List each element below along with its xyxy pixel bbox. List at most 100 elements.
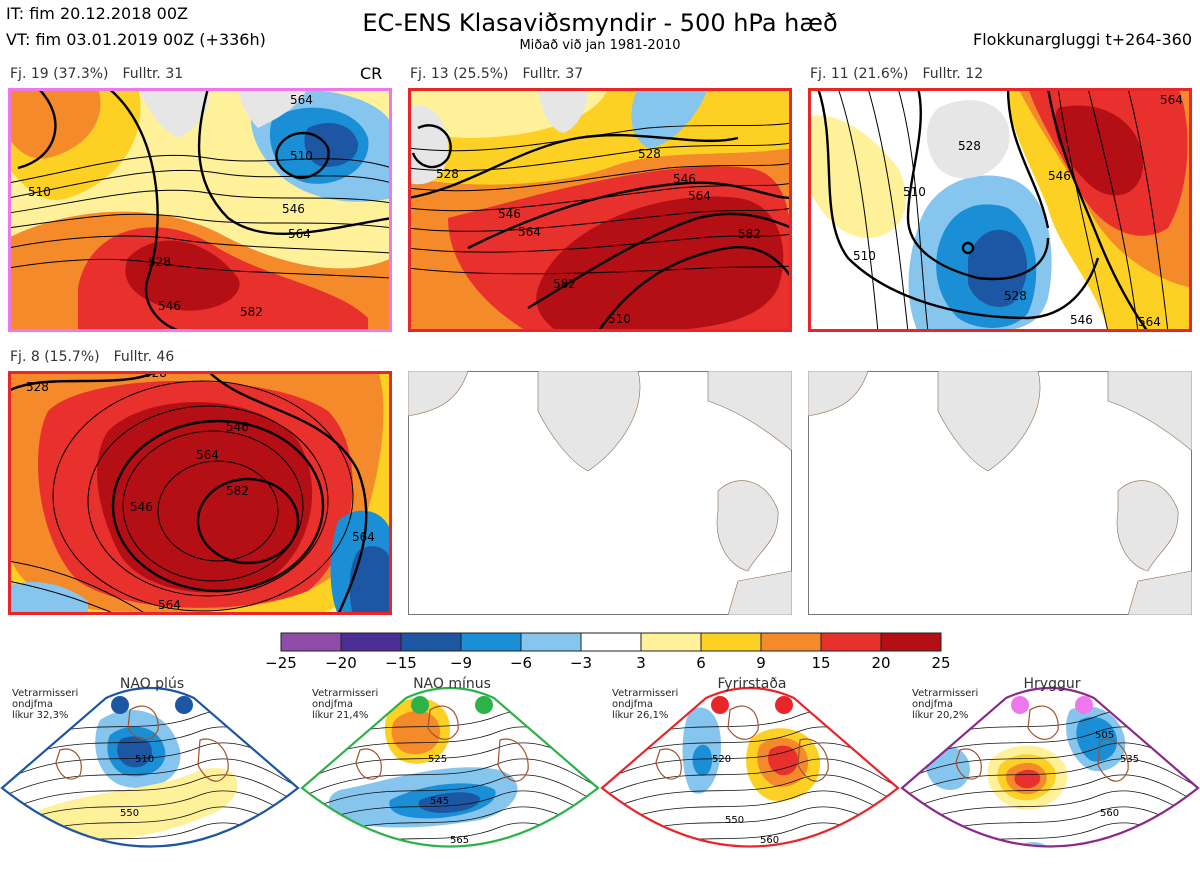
- contour-label: 528: [26, 380, 49, 394]
- colorbar-swatch: [460, 632, 522, 652]
- regime-note-line: Vetrarmisseri: [312, 688, 379, 699]
- contour-label: 582: [226, 484, 249, 498]
- regime-marker-dot: [411, 696, 429, 714]
- regime-title: Fyrirstaða: [717, 676, 787, 692]
- colorbar-swatch: [280, 632, 342, 652]
- colorbar-swatch: [580, 632, 642, 652]
- regime-3-map: 520 550 560: [600, 686, 900, 848]
- regime-note-line: líkur 26,1%: [612, 710, 669, 721]
- contour-label: 582: [240, 305, 263, 319]
- regime-marker-dot: [175, 696, 193, 714]
- regime-marker-dot: [1011, 696, 1029, 714]
- regime-4-map: 505 535 560: [900, 686, 1200, 848]
- contour-label: 564: [352, 530, 375, 544]
- contour-label: 528: [436, 167, 459, 181]
- regime-outline: [900, 686, 1200, 848]
- panel-1-border: [8, 88, 392, 332]
- regime-note-line: líkur 32,3%: [12, 710, 69, 721]
- regime-contour-label: 520: [712, 754, 731, 765]
- contour-label: 564: [518, 225, 541, 239]
- colorbar: [280, 632, 942, 652]
- regime-title: Hryggur: [1023, 676, 1081, 692]
- colorbar-tick-label: −25: [265, 654, 297, 672]
- colorbar-tick-label: 6: [696, 654, 706, 672]
- regime-contour-label: 560: [760, 835, 779, 846]
- colorbar-tick-label: −3: [569, 654, 593, 672]
- panel-3-border: [808, 88, 1192, 332]
- contour-label: 564: [158, 598, 181, 612]
- panel-1-cluster: Fj. 19 (37.3%): [10, 66, 109, 82]
- contour-label: 528: [144, 371, 167, 380]
- contour-label: 546: [158, 299, 181, 313]
- regime-contour-label: 510: [135, 754, 154, 765]
- panel-4-label: Fj. 8 (15.7%) Fulltr. 46: [10, 349, 188, 365]
- regime-marker-dot: [775, 696, 793, 714]
- regime-note-line: ondjfma: [12, 699, 53, 710]
- contour-label: 546: [282, 202, 305, 216]
- regime-contour-label: 545: [430, 796, 449, 807]
- regime-title: NAO mínus: [413, 676, 491, 692]
- colorbar-tick-label: −9: [449, 654, 473, 672]
- panel-2-border: [408, 88, 792, 332]
- contour-label: 510: [853, 249, 876, 263]
- classification-window: Flokkunargluggi t+264-360: [973, 30, 1192, 49]
- contour-label: 510: [28, 185, 51, 199]
- regime-marker-dot: [475, 696, 493, 714]
- regime-contour-label: 560: [1100, 808, 1119, 819]
- regime-note: Vetrarmisseri ondjfma líkur 21,4%: [312, 688, 378, 721]
- contour-label: 528: [638, 147, 661, 161]
- regime-2-map: 525 545 565: [300, 686, 600, 848]
- regime-contour-label: 565: [450, 835, 469, 846]
- regime-note: Vetrarmisseri ondjfma líkur 20,2%: [912, 688, 978, 721]
- panel-2-label: Fj. 13 (25.5%) Fulltr. 37: [410, 66, 597, 82]
- colorbar-tick-label: −20: [325, 654, 357, 672]
- panel-1-label: Fj. 19 (37.3%) Fulltr. 31: [10, 66, 197, 82]
- colorbar-swatch: [760, 632, 822, 652]
- colorbar-swatch: [880, 632, 942, 652]
- panel-4-cluster: Fj. 8 (15.7%): [10, 349, 100, 365]
- initial-time: IT: fim 20.12.2018 00Z: [6, 4, 188, 23]
- empty-panel-2: [808, 371, 1192, 615]
- regime-note-line: Vetrarmisseri: [612, 688, 679, 699]
- regime-1-map: 510 550: [0, 686, 300, 848]
- colorbar-swatch: [520, 632, 582, 652]
- regime-contour-label: 525: [428, 754, 447, 765]
- contour-label: 528: [958, 139, 981, 153]
- colorbar-swatch: [820, 632, 882, 652]
- regime-note-line: líkur 21,4%: [312, 710, 369, 721]
- colorbar-swatch: [640, 632, 702, 652]
- regime-contour-label: 550: [120, 808, 139, 819]
- panel-3-cluster: Fj. 11 (21.6%): [810, 66, 909, 82]
- regime-note-line: ondjfma: [312, 699, 353, 710]
- regime-note-line: ondjfma: [612, 699, 653, 710]
- contour-label: 564: [688, 189, 711, 203]
- regime-contour-label: 535: [1120, 754, 1139, 765]
- colorbar-swatch: [400, 632, 462, 652]
- regime-note-line: líkur 20,2%: [912, 710, 969, 721]
- contour-label: 582: [738, 227, 761, 241]
- colorbar-swatch: [700, 632, 762, 652]
- regime-note-line: Vetrarmisseri: [912, 688, 979, 699]
- colorbar-tick-label: 15: [811, 654, 831, 672]
- regime-marker-dot: [711, 696, 729, 714]
- contour-label: 510: [290, 149, 313, 163]
- panel-1-map: 510 528 546 564 582 510 546 564: [8, 88, 392, 332]
- panel-4-map: 528 528 546 564 582 546 564 564: [8, 371, 392, 615]
- regime-marker-dot: [1075, 696, 1093, 714]
- regime-note: Vetrarmisseri ondjfma líkur 26,1%: [612, 688, 678, 721]
- empty-panel-1: [408, 371, 792, 615]
- contour-label: 582: [553, 277, 576, 291]
- contour-label: 546: [1070, 313, 1093, 327]
- regime-note: Vetrarmisseri ondjfma líkur 32,3%: [12, 688, 78, 721]
- panel-1-members: Fulltr. 31: [122, 66, 184, 82]
- panel-3-map: 510 528 546 564 510 528 546 564: [808, 88, 1192, 332]
- colorbar-tick-label: 3: [636, 654, 646, 672]
- regime-outline: [0, 686, 300, 848]
- colorbar-swatch: [340, 632, 402, 652]
- contour-label: 546: [1048, 169, 1071, 183]
- panel-3-members: Fulltr. 12: [922, 66, 984, 82]
- panel-2-map: 528 546 564 582 510 528 546 564 582: [408, 88, 792, 332]
- contour-label: 510: [608, 312, 631, 326]
- contour-label: 564: [290, 93, 313, 107]
- regime-contour-label: 550: [725, 815, 744, 826]
